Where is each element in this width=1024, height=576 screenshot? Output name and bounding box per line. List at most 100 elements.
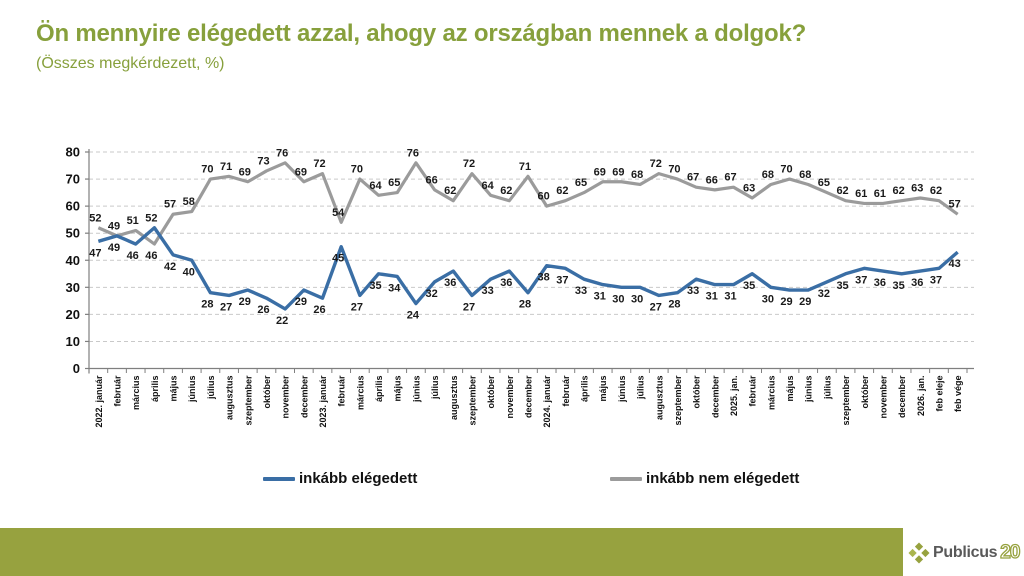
y-tick-label: 40 bbox=[66, 253, 80, 268]
data-label-dissatisfied: 62 bbox=[892, 185, 904, 197]
legend-swatch-dissatisfied bbox=[610, 476, 642, 481]
x-category-label: július bbox=[636, 376, 646, 401]
legend-item-satisfied: inkább elégedett bbox=[263, 470, 417, 487]
x-category-label: december bbox=[897, 375, 907, 418]
data-label-satisfied: 40 bbox=[183, 266, 195, 278]
publicus-clover-icon bbox=[908, 542, 930, 564]
data-label-satisfied: 33 bbox=[482, 285, 494, 297]
x-category-label: március bbox=[355, 376, 365, 411]
legend-swatch-satisfied bbox=[263, 476, 295, 481]
x-category-label: július bbox=[822, 376, 832, 401]
data-label-satisfied: 52 bbox=[145, 212, 157, 224]
data-label-satisfied: 29 bbox=[799, 296, 811, 308]
x-category-label: november bbox=[878, 375, 888, 419]
data-label-dissatisfied: 62 bbox=[444, 185, 456, 197]
data-label-satisfied: 43 bbox=[949, 258, 961, 270]
x-category-label: feb eleje bbox=[934, 376, 944, 412]
data-label-satisfied: 30 bbox=[612, 293, 624, 305]
footer-accent-bar bbox=[0, 528, 903, 576]
x-category-label: június bbox=[187, 376, 197, 404]
x-category-label: július bbox=[206, 376, 216, 401]
data-label-dissatisfied: 70 bbox=[780, 164, 792, 176]
data-label-satisfied: 26 bbox=[257, 304, 269, 316]
x-category-label: szeptember bbox=[467, 375, 477, 426]
data-label-dissatisfied: 51 bbox=[127, 215, 139, 227]
data-label-satisfied: 28 bbox=[519, 299, 531, 311]
data-label-satisfied: 29 bbox=[295, 296, 307, 308]
x-category-label: november bbox=[281, 375, 291, 419]
chart-legend: inkább elégedett inkább nem elégedett bbox=[0, 468, 1024, 492]
x-category-label: szeptember bbox=[673, 375, 683, 426]
x-category-label: december bbox=[710, 375, 720, 418]
publicus-brand-text: Publicus bbox=[933, 544, 998, 561]
x-category-label: augusztus bbox=[449, 376, 459, 421]
data-label-satisfied: 32 bbox=[425, 288, 437, 300]
data-label-satisfied: 33 bbox=[687, 285, 699, 297]
data-label-satisfied: 35 bbox=[743, 280, 755, 292]
data-label-satisfied: 31 bbox=[706, 291, 718, 303]
data-label-dissatisfied: 52 bbox=[89, 212, 101, 224]
data-label-satisfied: 33 bbox=[575, 285, 587, 297]
y-tick-label: 50 bbox=[66, 226, 80, 241]
x-category-label: május bbox=[785, 376, 795, 402]
data-label-dissatisfied: 64 bbox=[482, 180, 495, 192]
legend-label-satisfied: inkább elégedett bbox=[299, 470, 418, 487]
x-category-label: 2022. január bbox=[94, 375, 104, 428]
y-tick-label: 0 bbox=[73, 361, 80, 376]
data-label-dissatisfied: 71 bbox=[519, 161, 531, 173]
data-label-satisfied: 27 bbox=[650, 301, 662, 313]
x-category-label: október bbox=[692, 375, 702, 409]
data-label-dissatisfied: 73 bbox=[257, 155, 269, 167]
data-label-satisfied: 47 bbox=[89, 247, 101, 259]
data-label-satisfied: 31 bbox=[594, 291, 606, 303]
data-label-satisfied: 27 bbox=[220, 301, 232, 313]
data-label-satisfied: 24 bbox=[407, 310, 420, 322]
x-category-label: március bbox=[766, 376, 776, 411]
x-category-label: feb vége bbox=[953, 376, 963, 413]
x-category-label: december bbox=[299, 375, 309, 418]
page-title: Ön mennyire elégedett azzal, ahogy az or… bbox=[36, 20, 807, 47]
x-category-label: május bbox=[393, 376, 403, 402]
data-label-dissatisfied: 61 bbox=[855, 188, 867, 200]
data-label-dissatisfied: 72 bbox=[463, 158, 475, 170]
x-category-label: szeptember bbox=[243, 375, 253, 426]
data-label-dissatisfied: 62 bbox=[930, 185, 942, 197]
data-label-dissatisfied: 69 bbox=[594, 166, 606, 178]
x-category-label: október bbox=[860, 375, 870, 409]
x-category-label: 2026. jan. bbox=[916, 376, 926, 417]
data-label-satisfied: 35 bbox=[369, 280, 381, 292]
data-label-dissatisfied: 70 bbox=[668, 164, 680, 176]
x-category-label: szeptember bbox=[841, 375, 851, 426]
data-label-dissatisfied: 67 bbox=[687, 172, 699, 184]
data-label-satisfied: 36 bbox=[500, 277, 512, 289]
x-category-label: május bbox=[169, 376, 179, 402]
x-category-label: február bbox=[337, 375, 347, 407]
series-line-dissatisfied bbox=[97, 161, 959, 246]
x-category-label: október bbox=[262, 375, 272, 409]
data-label-dissatisfied: 62 bbox=[836, 185, 848, 197]
x-category-label: június bbox=[411, 376, 421, 404]
data-label-satisfied: 30 bbox=[762, 293, 774, 305]
data-label-dissatisfied: 69 bbox=[295, 166, 307, 178]
data-label-satisfied: 22 bbox=[276, 315, 288, 327]
data-label-dissatisfied: 60 bbox=[538, 191, 550, 203]
data-label-satisfied: 27 bbox=[463, 301, 475, 313]
data-label-dissatisfied: 63 bbox=[743, 183, 755, 195]
x-category-label: május bbox=[598, 376, 608, 402]
data-label-dissatisfied: 57 bbox=[164, 199, 176, 211]
data-label-dissatisfied: 71 bbox=[220, 161, 232, 173]
data-label-satisfied: 37 bbox=[855, 274, 867, 286]
x-category-label: június bbox=[617, 376, 627, 404]
data-label-dissatisfied: 61 bbox=[874, 188, 886, 200]
x-category-label: február bbox=[561, 375, 571, 407]
data-label-satisfied: 36 bbox=[911, 277, 923, 289]
data-label-satisfied: 49 bbox=[108, 242, 120, 254]
data-label-dissatisfied: 69 bbox=[612, 166, 624, 178]
data-label-dissatisfied: 54 bbox=[332, 207, 345, 219]
data-label-satisfied: 36 bbox=[874, 277, 886, 289]
data-label-dissatisfied: 66 bbox=[706, 174, 718, 186]
data-label-dissatisfied: 49 bbox=[108, 220, 120, 232]
data-label-satisfied: 37 bbox=[556, 274, 568, 286]
